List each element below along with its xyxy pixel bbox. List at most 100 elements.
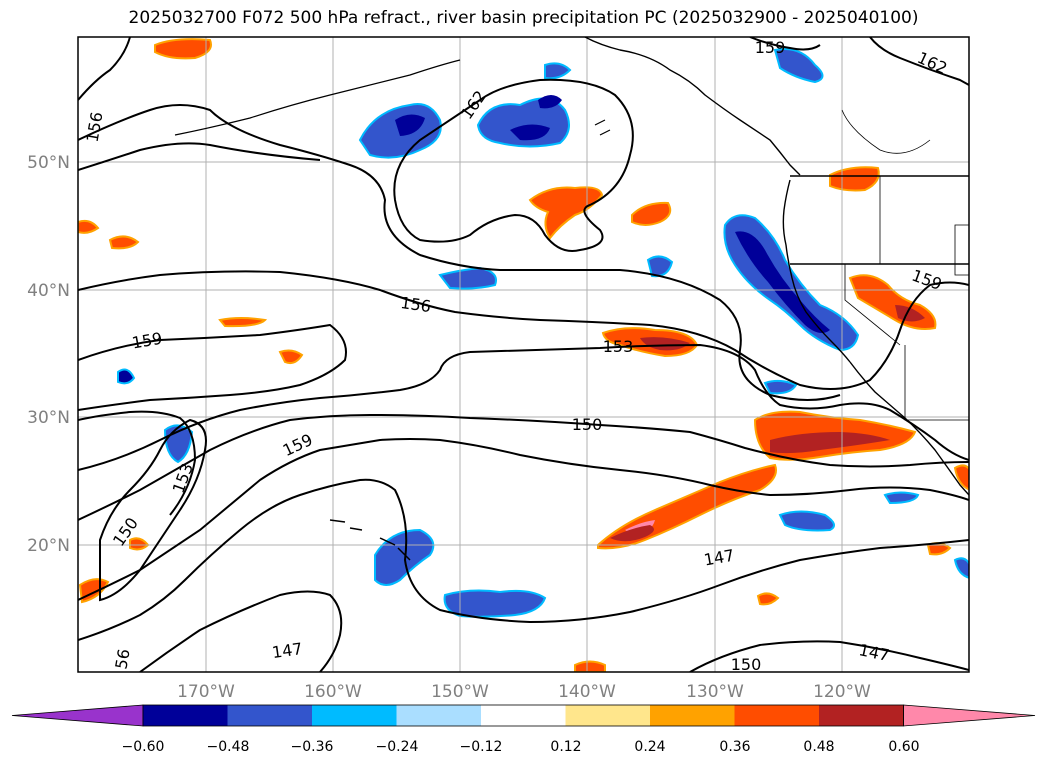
- contour-label-156-center: 156: [399, 293, 432, 316]
- colorbar-tick-label: 0.24: [634, 739, 665, 755]
- lat-label-20n: 20°N: [27, 536, 70, 556]
- blue-patch-alaska-coast: [773, 48, 824, 84]
- lon-label-130w: 130°W: [686, 682, 744, 702]
- blue-patch-gulf-alaska-east-core2: [538, 95, 562, 109]
- map-frame: [77, 36, 970, 673]
- colorbar-tick-label: −0.24: [376, 739, 419, 755]
- border-state-4: [954, 224, 969, 276]
- orange-patch-bottom: [574, 660, 606, 672]
- colorbar-tick-label: −0.36: [291, 739, 334, 755]
- orange-patch-center-east: [631, 201, 672, 226]
- red-patch-band-upper-core: [770, 432, 890, 454]
- colorbar-segment: [565, 705, 650, 726]
- contour-label-150-south: 150: [731, 655, 762, 674]
- map-layers: [78, 37, 969, 672]
- blue-patch-hawaii-south: [443, 589, 547, 618]
- blue-patch-north-small: [544, 62, 572, 80]
- contour-label-56-sw: 56: [111, 647, 133, 670]
- contour-label-153-center: 153: [603, 337, 634, 356]
- contour-147-se: [689, 640, 969, 672]
- colorbar-tick-label: −0.48: [207, 739, 250, 755]
- refractivity-contours: [78, 37, 969, 672]
- islands-nw-small: [594, 119, 611, 136]
- lon-label-120w: 120°W: [813, 682, 871, 702]
- blue-patch-gulf-alaska-west-core: [395, 114, 425, 136]
- colorbar-tick-label: 0.60: [888, 739, 919, 755]
- contour-label-147-south: 147: [271, 639, 304, 662]
- red-patch-ca-core: [895, 305, 925, 322]
- border-state-2: [844, 264, 901, 346]
- blue-patch-east-25n: [883, 491, 920, 505]
- colorbar-tick-label: 0.48: [803, 739, 834, 755]
- colorbar-segment: [481, 705, 566, 726]
- lon-label-150w: 150°W: [431, 682, 489, 702]
- colorbar-tick-label: −0.12: [460, 739, 503, 755]
- blue-patch-central: [438, 266, 497, 290]
- colorbar-extend-max: [903, 704, 1036, 727]
- colorbar-tick-label: 0.12: [550, 739, 581, 755]
- negative-anomaly-shading: [117, 48, 969, 618]
- lon-label-140w: 140°W: [558, 682, 616, 702]
- colorbar-segments: [11, 704, 1036, 727]
- blue-patch-gulf-alaska-east: [476, 97, 570, 148]
- colorbar-outline: [142, 704, 904, 727]
- latitude-labels: 50°N 40°N 30°N 20°N: [27, 153, 70, 556]
- map-title: 2025032700 F072 500 hPa refract., river …: [128, 8, 919, 28]
- lat-label-40n: 40°N: [27, 281, 70, 301]
- border-canada-internal: [841, 109, 931, 154]
- contour-150-south: [139, 590, 343, 672]
- contour-147-south: [78, 478, 969, 641]
- contour-153-mid: [78, 343, 969, 471]
- contour-156-nw: [78, 37, 131, 101]
- red-patch-band-lower-core: [610, 525, 654, 542]
- graticule: [78, 37, 969, 672]
- colorbar-segment: [312, 705, 397, 726]
- orange-patch-west-33n: [278, 349, 304, 365]
- contour-156-mid: [78, 270, 969, 390]
- positive-anomaly-shading: [78, 38, 969, 672]
- contour-label-150-center: 150: [572, 415, 603, 434]
- colorbar-extend-min: [11, 704, 144, 727]
- orange-patch-west-40n: [108, 235, 140, 250]
- blue-patch-hawaii-north: [374, 528, 435, 586]
- colorbar-tick-label: −0.60: [122, 739, 165, 755]
- orange-patch-west-36n: [218, 317, 268, 328]
- colorbar-tick-label: 0.36: [719, 739, 750, 755]
- blue-patch-gulf-alaska-east-core: [510, 124, 550, 141]
- colorbar-segment: [650, 705, 735, 726]
- blue-patch-east-33n: [763, 379, 798, 395]
- colorbar: −0.60 −0.48 −0.36 −0.24 −0.12 0.12 0.24 …: [11, 704, 1036, 755]
- longitude-labels: 170°W 160°W 150°W 140°W 130°W 120°W: [177, 682, 871, 702]
- orange-patch-west-44n: [78, 219, 100, 234]
- contour-150-west-loop: [99, 418, 207, 602]
- colorbar-segment: [819, 705, 904, 726]
- contour-156-north: [78, 104, 841, 401]
- orange-patch-s-138w: [756, 592, 780, 606]
- lon-label-170w: 170°W: [177, 682, 235, 702]
- orange-patch-wcoast-24n: [953, 464, 969, 491]
- blue-patch-pacific-nw-core: [735, 231, 830, 334]
- contour-159-north: [78, 142, 321, 171]
- colorbar-segment: [734, 705, 819, 726]
- islands-hawaii: [329, 519, 411, 561]
- red-patch-38n-core: [640, 337, 690, 351]
- contour-159-alaska: [749, 37, 821, 51]
- lon-label-160w: 160°W: [304, 682, 362, 702]
- contour-150-mid: [78, 413, 969, 521]
- coast-bc-wa-or: [782, 179, 851, 363]
- blue-patch-wcoast-small: [953, 557, 969, 579]
- colorbar-segment: [227, 705, 312, 726]
- colorbar-ticks: −0.60 −0.48 −0.36 −0.24 −0.12 0.12 0.24 …: [122, 739, 920, 755]
- colorbar-segment: [143, 705, 228, 726]
- orange-patch-north: [154, 38, 212, 60]
- blue-patch-east-20n: [778, 510, 835, 532]
- contour-162-ne: [869, 37, 969, 86]
- contour-label-159-top: 159: [755, 38, 786, 57]
- contour-153-west: [78, 410, 197, 516]
- coast-alaska: [584, 37, 801, 176]
- lat-label-50n: 50°N: [27, 153, 70, 173]
- contour-159-mid: [78, 323, 347, 411]
- orange-patch-center-north: [528, 186, 604, 240]
- contour-162-loop: [393, 78, 634, 252]
